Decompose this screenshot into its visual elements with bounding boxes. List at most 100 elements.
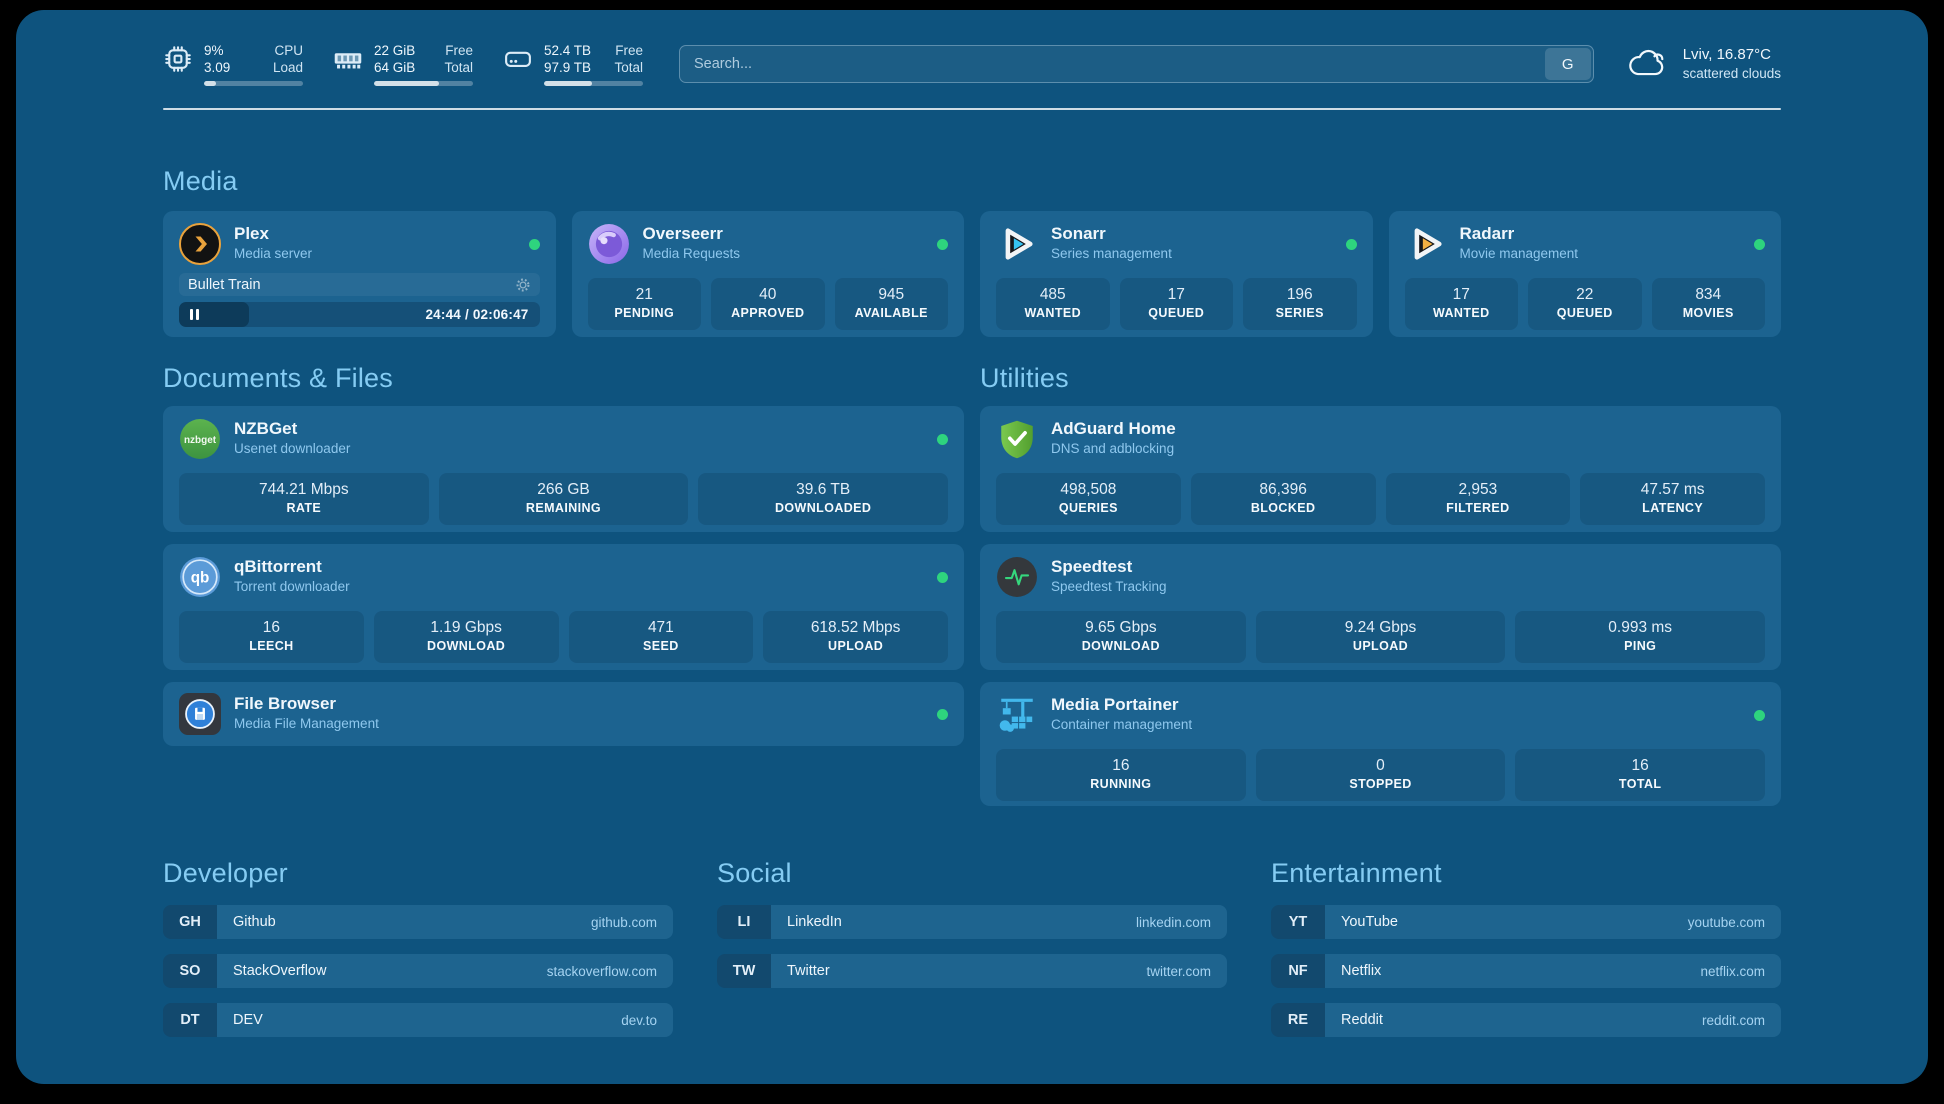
- links-column-social: Social LI LinkedIn linkedin.com TW Twitt…: [717, 858, 1227, 1052]
- link-name: StackOverflow: [233, 963, 327, 979]
- status-dot: [937, 433, 948, 445]
- link-row-stackoverflow[interactable]: SO StackOverflow stackoverflow.com: [163, 954, 673, 988]
- search-engine-button[interactable]: G: [1544, 48, 1591, 80]
- radarr-icon: [1405, 223, 1447, 265]
- stat-tile: 945 AVAILABLE: [834, 278, 948, 330]
- adguard-icon: [996, 418, 1038, 460]
- service-card-adguard[interactable]: AdGuard Home DNS and adblocking 498,508 Q…: [980, 406, 1781, 532]
- playback-time: 24:44 / 02:06:47: [425, 307, 529, 322]
- cpu-usage-label: CPU: [274, 43, 303, 58]
- search-input[interactable]: [680, 46, 1593, 82]
- link-row-linkedin[interactable]: LI LinkedIn linkedin.com: [717, 905, 1227, 939]
- header-bar: 9% 3.09 CPU Load 22 GiB 64 GiB Free Tota…: [163, 40, 1781, 88]
- link-name: DEV: [233, 1012, 263, 1028]
- service-card-nzbget[interactable]: nzbget NZBGet Usenet downloader 744.21 M…: [163, 406, 964, 532]
- status-dot: [937, 238, 948, 250]
- memory-free-value: 22 GiB: [374, 43, 416, 58]
- stat-tile: 47.57 ms LATENCY: [1580, 473, 1765, 525]
- link-domain: twitter.com: [1146, 963, 1211, 979]
- link-name: Netflix: [1341, 963, 1382, 979]
- plex-icon: [179, 223, 221, 265]
- disk-total-value: 97.9 TB: [544, 60, 592, 75]
- service-title: Radarr: [1459, 224, 1515, 243]
- disk-icon: [505, 51, 531, 67]
- stat-tile: 16 RUNNING: [996, 749, 1246, 801]
- stat-tile: 266 GB REMAINING: [438, 473, 689, 525]
- documents-column: Documents & Files nzbget NZBGe: [163, 363, 964, 806]
- link-name: LinkedIn: [787, 914, 842, 930]
- cpu-load-label: Load: [272, 60, 303, 75]
- links-column-entertainment: Entertainment YT YouTube youtube.com NF …: [1271, 858, 1781, 1052]
- memory-progress-bar: [374, 81, 473, 86]
- service-title: Media Portainer: [1051, 695, 1179, 714]
- service-subtitle: Torrent downloader: [234, 579, 350, 594]
- stat-tile: 0 STOPPED: [1255, 749, 1506, 801]
- service-card-plex[interactable]: Plex Media server Bullet Train 24:44 / 0…: [163, 211, 556, 337]
- cpu-stat-widget: 9% 3.09 CPU Load: [163, 42, 303, 86]
- stat-tile: 17 QUEUED: [1119, 278, 1233, 330]
- link-abbr: TW: [717, 954, 771, 988]
- stat-tile: 834 MOVIES: [1651, 278, 1765, 330]
- service-card-qbittorrent[interactable]: qb qBittorrent Torrent downloader 16 LEEC…: [163, 544, 964, 670]
- link-row-youtube[interactable]: YT YouTube youtube.com: [1271, 905, 1781, 939]
- weather-condition: scattered clouds: [1682, 66, 1781, 81]
- memory-stat-widget: 22 GiB 64 GiB Free Total: [333, 42, 473, 86]
- service-card-filebrowser[interactable]: File Browser Media File Management: [163, 682, 964, 746]
- service-card-portainer[interactable]: Media Portainer Container management 16 R…: [980, 682, 1781, 806]
- link-row-reddit[interactable]: RE Reddit reddit.com: [1271, 1003, 1781, 1037]
- service-card-speedtest[interactable]: Speedtest Speedtest Tracking 9.65 Gbps DO…: [980, 544, 1781, 670]
- stat-tile: 40 APPROVED: [711, 278, 825, 330]
- service-subtitle: Series management: [1051, 246, 1172, 261]
- service-title: Sonarr: [1051, 224, 1106, 243]
- section-title-entertainment: Entertainment: [1271, 858, 1442, 888]
- playback-progress-bar[interactable]: 24:44 / 02:06:47: [179, 302, 540, 327]
- stat-tile: 21 PENDING: [587, 278, 701, 330]
- link-row-netflix[interactable]: NF Netflix netflix.com: [1271, 954, 1781, 988]
- speedtest-icon: [996, 556, 1038, 598]
- cpu-icon: [165, 46, 191, 72]
- svg-text:nzbget: nzbget: [184, 435, 217, 446]
- service-title: AdGuard Home: [1051, 419, 1176, 438]
- stat-tile: 744.21 Mbps RATE: [179, 473, 429, 525]
- memory-icon: [334, 53, 362, 69]
- service-card-sonarr[interactable]: Sonarr Series management 485 WANTED 17 QUE…: [980, 211, 1373, 337]
- sonarr-icon: [996, 223, 1038, 265]
- link-abbr: NF: [1271, 954, 1325, 988]
- service-title: NZBGet: [234, 419, 298, 438]
- gear-icon[interactable]: [515, 277, 531, 293]
- link-row-twitter[interactable]: TW Twitter twitter.com: [717, 954, 1227, 988]
- status-dot: [937, 571, 948, 583]
- status-dot: [1345, 238, 1357, 250]
- service-card-radarr[interactable]: Radarr Movie management 17 WANTED 22 QUEUE…: [1388, 211, 1781, 337]
- status-dot: [1754, 709, 1765, 721]
- service-title: File Browser: [234, 694, 337, 713]
- section-title-utilities: Utilities: [980, 363, 1069, 393]
- stat-tile: 16 TOTAL: [1515, 749, 1765, 801]
- stat-tile: 498,508 QUERIES: [996, 473, 1181, 525]
- service-title: qBittorrent: [234, 557, 322, 576]
- stat-tile: 9.24 Gbps UPLOAD: [1255, 611, 1506, 663]
- link-domain: linkedin.com: [1135, 914, 1211, 930]
- stat-tile: 39.6 TB DOWNLOADED: [698, 473, 948, 525]
- service-subtitle: Container management: [1051, 717, 1193, 732]
- pause-icon[interactable]: [190, 309, 199, 320]
- media-grid: Plex Media server Bullet Train 24:44 / 0…: [163, 211, 1781, 337]
- utilities-column: Utilities AdGuard Home: [980, 363, 1781, 806]
- qbittorrent-icon: qb: [179, 556, 221, 598]
- cloud-icon: [1628, 49, 1664, 76]
- portainer-icon: [996, 694, 1038, 736]
- link-row-github[interactable]: GH Github github.com: [163, 905, 673, 939]
- stat-tile: 196 SERIES: [1243, 278, 1357, 330]
- service-subtitle: Speedtest Tracking: [1051, 579, 1167, 594]
- cpu-load-value: 3.09: [204, 60, 231, 75]
- link-name: Twitter: [787, 963, 830, 979]
- dashboard-page: 9% 3.09 CPU Load 22 GiB 64 GiB Free Tota…: [16, 10, 1928, 1084]
- link-abbr: RE: [1271, 1003, 1325, 1037]
- link-name: Reddit: [1341, 1012, 1383, 1028]
- link-domain: dev.to: [621, 1012, 657, 1028]
- stat-tile: 618.52 Mbps UPLOAD: [763, 611, 948, 663]
- service-card-overseerr[interactable]: Overseerr Media Requests 21 PENDING 40 APP…: [571, 211, 964, 337]
- service-subtitle: Media server: [234, 246, 313, 261]
- link-row-dev[interactable]: DT DEV dev.to: [163, 1003, 673, 1037]
- section-title-documents: Documents & Files: [163, 363, 393, 393]
